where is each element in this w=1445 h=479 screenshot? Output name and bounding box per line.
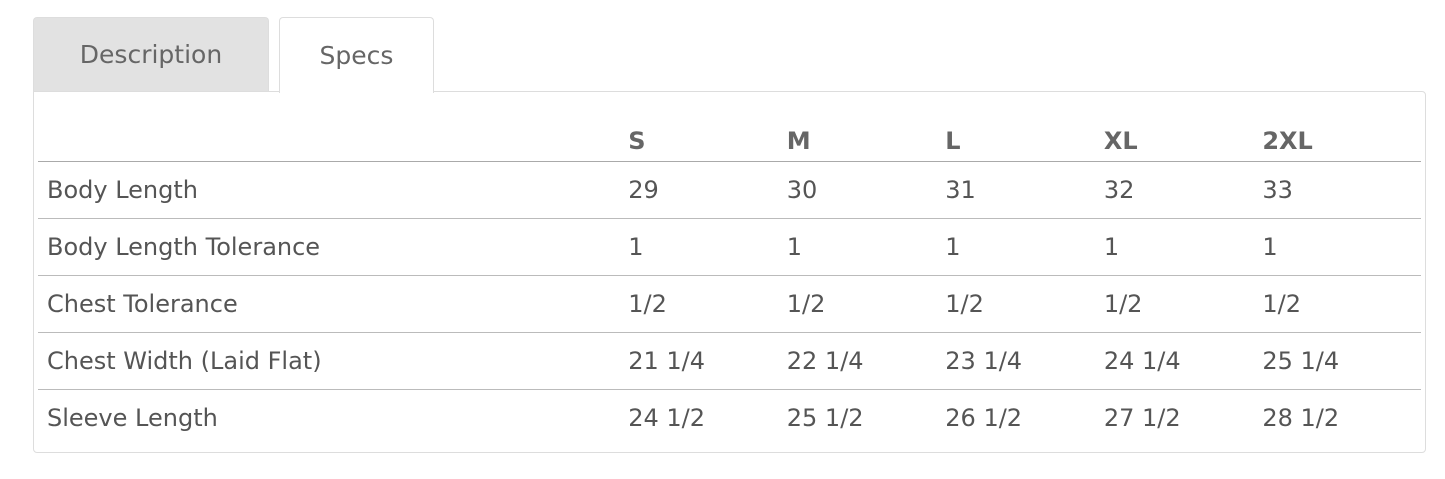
table-cell: 1/2 [1262,275,1421,333]
row-label: Body Length [38,161,629,219]
table-cell: 24 1/2 [628,404,706,432]
table-cell: 31 [945,161,1104,219]
table-row: Sleeve Length 24 1/2 25 1/2 26 1/2 27 1/2 28 … [38,390,1421,447]
column-header-blank [38,92,629,162]
table-cell: 1 [628,218,787,276]
table-cell: 24 1/4 [1103,332,1263,390]
table-cell: 1 [786,218,946,276]
table-cell: 22 1/4 [786,332,946,390]
table-row: Body Length 29 30 31 32 33 [38,161,1421,219]
table-row: Body Length Tolerance 1 1 1 1 1 [38,218,1421,276]
tab-description[interactable]: Description [33,17,269,91]
row-label: Sleeve Length [47,404,218,432]
column-header-s: S [628,92,787,162]
table-cell: 30 [786,161,946,219]
table-cell: 33 [1262,161,1421,219]
column-header-l: L [945,92,1104,162]
row-label: Chest Width (Laid Flat) [38,332,629,390]
specs-panel: S M L XL 2XL Body Length 29 30 31 32 33 Body Lengt… [33,91,1426,453]
column-header-2xl: 2XL [1262,92,1421,162]
row-label: Chest Tolerance [38,275,629,333]
column-header-xl: XL [1103,92,1263,162]
table-cell: 21 1/4 [628,332,787,390]
table-row: Chest Width (Laid Flat) 21 1/4 22 1/4 23 1/… [38,332,1421,390]
table-cell: 1/2 [786,275,946,333]
table-cell: 26 1/2 [945,404,1023,432]
table-cell: 1 [1103,218,1263,276]
column-header-m: M [786,92,946,162]
table-cell: 1 [1262,218,1421,276]
tab-specs[interactable]: Specs [279,17,434,93]
size-chart-table: S M L XL 2XL Body Length 29 30 31 32 33 Body Lengt… [38,92,1421,446]
table-cell: 32 [1103,161,1263,219]
table-cell: 29 [628,161,787,219]
table-header-row: S M L XL 2XL [38,92,1421,162]
table-row: Chest Tolerance 1/2 1/2 1/2 1/2 1/2 [38,275,1421,333]
row-label: Body Length Tolerance [38,218,629,276]
table-cell: 27 1/2 [1103,404,1181,432]
table-cell: 23 1/4 [945,332,1104,390]
table-cell: 1/2 [1103,275,1263,333]
table-cell: 1/2 [628,275,787,333]
table-cell: 1/2 [945,275,1104,333]
table-cell: 25 1/4 [1262,332,1421,390]
table-cell: 1 [945,218,1104,276]
table-cell: 28 1/2 [1262,404,1340,432]
table-cell: 25 1/2 [786,404,864,432]
